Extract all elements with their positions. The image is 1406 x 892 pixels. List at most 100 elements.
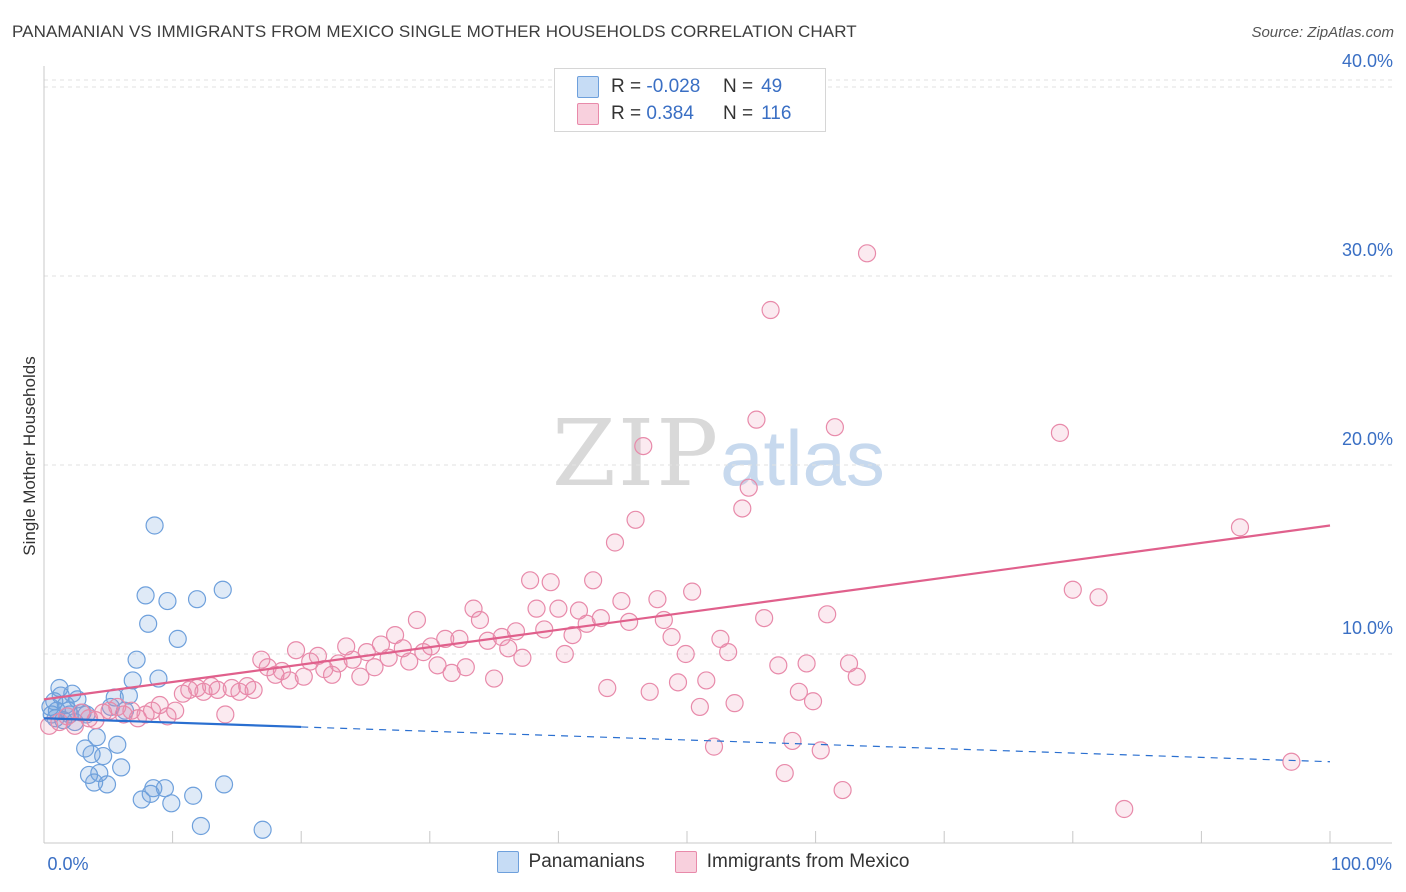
- legend-row-mexico: R = 0.384 N = 116: [577, 102, 791, 126]
- y-tick-label: 10.0%: [1342, 618, 1393, 638]
- panamanian-point: [158, 591, 177, 611]
- mexico-point: [697, 671, 716, 690]
- r-label: R =: [611, 76, 642, 97]
- mexico-point: [407, 610, 427, 630]
- panamanian-point: [123, 671, 142, 690]
- panamanian-point: [145, 516, 164, 535]
- mexico-point: [365, 658, 384, 677]
- mexico-point: [322, 665, 342, 684]
- mexico-point: [797, 654, 816, 673]
- legend-swatch-blue: [577, 76, 599, 98]
- mexico-point: [1050, 423, 1070, 442]
- mexico-point: [847, 667, 866, 686]
- panamanian-point: [139, 614, 158, 633]
- mexico-point: [166, 701, 185, 720]
- panamanian-point: [213, 580, 232, 599]
- mexico-point: [400, 652, 419, 671]
- mexico-point: [648, 590, 667, 609]
- panamanian-point: [184, 786, 203, 805]
- mexico-point: [683, 582, 702, 601]
- panamanian-trend-line: [43, 717, 302, 729]
- mexico-point: [549, 599, 568, 618]
- mexico-point: [704, 737, 724, 756]
- mexico-point: [563, 625, 582, 645]
- panamanian-point: [97, 775, 117, 794]
- legend-label: Panamanians: [528, 851, 645, 872]
- r-value: 0.384: [646, 103, 694, 124]
- legend-label: Immigrants from Mexico: [706, 851, 910, 872]
- mexico-point: [662, 627, 681, 647]
- mexico-point: [591, 608, 610, 628]
- mexico-point: [280, 671, 299, 690]
- mexico-point: [485, 669, 504, 688]
- mexico-point: [690, 697, 709, 717]
- chart-title: PANAMANIAN VS IMMIGRANTS FROM MEXICO SIN…: [12, 22, 857, 41]
- mexico-point: [598, 678, 617, 698]
- mexico-point: [521, 571, 540, 590]
- mexico-point: [464, 599, 483, 618]
- mexico-point: [499, 639, 518, 658]
- panamanian-point: [87, 728, 106, 747]
- mexico-point: [470, 610, 490, 630]
- mexico-point: [244, 680, 263, 700]
- x-tick-label: 0.0%: [47, 854, 88, 874]
- panamanian-point: [127, 650, 146, 669]
- r-label: R =: [611, 103, 642, 124]
- y-tick-label: 40.0%: [1342, 51, 1393, 71]
- mexico-point: [252, 650, 271, 669]
- mexico-point: [436, 629, 455, 648]
- panamanian-point: [94, 746, 113, 766]
- mexico-point: [857, 244, 877, 263]
- n-label: N =: [723, 103, 754, 124]
- mexico-point: [719, 643, 738, 662]
- mexico-point: [775, 763, 794, 783]
- mexico-point: [668, 673, 688, 692]
- legend-row-panamanians: R = -0.028 N = 49: [577, 75, 782, 99]
- mexico-point: [825, 418, 844, 437]
- mexico-point: [739, 478, 758, 497]
- panamanian-point: [187, 590, 207, 609]
- mexico-point: [351, 667, 370, 686]
- legend-swatch-pink: [674, 851, 697, 873]
- n-label: N =: [723, 76, 754, 97]
- source-label: Source: ZipAtlas.com: [1251, 24, 1394, 41]
- mexico-point: [1063, 580, 1082, 599]
- panamanian-trend-extension: [301, 726, 1331, 763]
- mexico-point: [456, 658, 475, 677]
- mexico-point: [612, 591, 631, 611]
- x-tick-label: 100.0%: [1331, 854, 1392, 874]
- mexico-point: [634, 437, 653, 456]
- mexico-point: [294, 667, 313, 686]
- r-value: -0.028: [646, 76, 701, 97]
- panamanian-point: [136, 586, 155, 605]
- mexico-point: [208, 680, 227, 700]
- mexico-trend-line: [43, 524, 1331, 701]
- n-value: 49: [761, 76, 783, 97]
- mexico-point: [626, 510, 645, 529]
- panamanian-point: [168, 629, 187, 648]
- y-tick-label: 20.0%: [1342, 429, 1393, 449]
- mexico-point: [58, 707, 77, 726]
- mexico-point: [108, 697, 127, 717]
- watermark: ZIPatlas: [552, 400, 885, 507]
- mexico-point: [676, 644, 695, 664]
- mexico-point: [725, 694, 744, 713]
- mexico-point: [803, 692, 823, 711]
- panamanian-point: [253, 820, 272, 839]
- mexico-point: [783, 731, 802, 751]
- watermark-zip: ZIP: [552, 400, 721, 507]
- panamanian-point: [162, 794, 181, 813]
- panamanian-point: [214, 775, 234, 794]
- mexico-point: [1115, 799, 1134, 819]
- mexico-point: [747, 410, 766, 429]
- mexico-point: [769, 656, 788, 675]
- mexico-point: [428, 656, 447, 675]
- mexico-point: [122, 701, 141, 720]
- n-value: 116: [761, 103, 792, 124]
- panamanian-point: [191, 816, 210, 836]
- mexico-point: [733, 499, 752, 518]
- watermark-atlas: atlas: [720, 414, 885, 502]
- mexico-point: [513, 648, 532, 667]
- y-tick-label: 30.0%: [1342, 240, 1393, 260]
